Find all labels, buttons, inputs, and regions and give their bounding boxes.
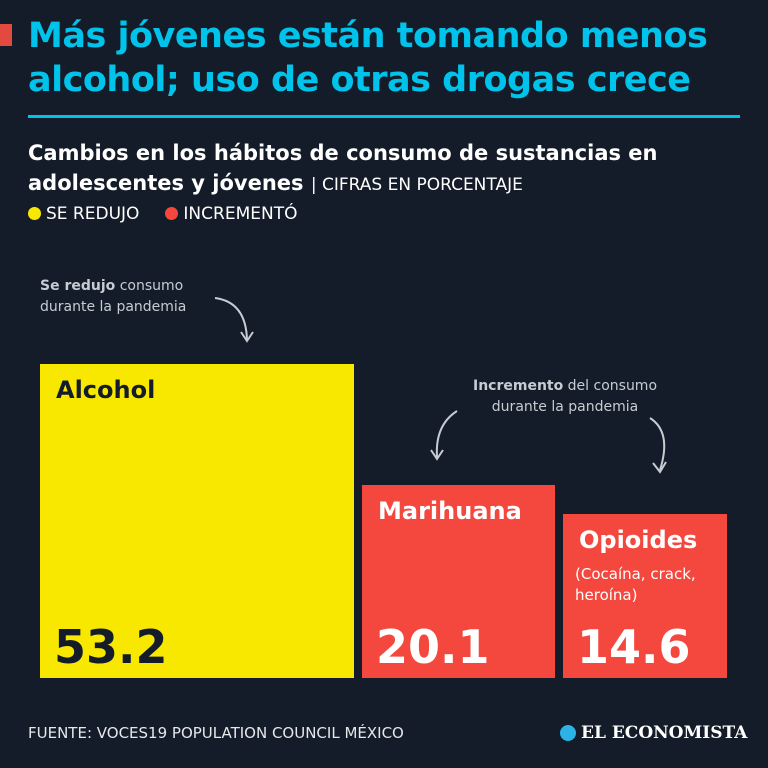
curved-arrow-icon	[214, 297, 254, 343]
bar-value-label: 20.1	[376, 620, 490, 674]
curved-arrow-left-icon	[430, 410, 458, 461]
unit-note: | CIFRAS EN PORCENTAJE	[310, 175, 523, 195]
legend-label: SE REDUJO	[46, 204, 140, 224]
chart-subtitle: Cambios en los hábitos de consumo de sus…	[28, 138, 748, 200]
legend-item-decrease: SE REDUJO	[28, 204, 139, 224]
bar-label: Alcohol	[56, 376, 156, 404]
bar-alcohol: Alcohol 53.2	[40, 364, 354, 678]
bar-label: Marihuana	[378, 497, 522, 525]
bar-label: Opioides	[579, 526, 698, 554]
legend-item-increase: INCREMENTÓ	[165, 204, 297, 224]
bar-value-label: 53.2	[54, 620, 168, 674]
divider	[28, 115, 740, 118]
brand-name: EL ECONOMISTA	[581, 723, 748, 743]
curved-arrow-right-icon	[649, 417, 667, 474]
annotation-increase: Incremento del consumo durante la pandemi…	[472, 378, 658, 415]
yellow-dot-icon	[28, 207, 41, 220]
legend-label: INCREMENTÓ	[183, 204, 298, 224]
bar-opioides: Opioides (Cocaína, crack, heroína) 14.6	[563, 514, 727, 678]
annotation-decrease: Se redujo consumo durante la pandemia	[40, 278, 187, 315]
accent-mark	[0, 24, 12, 46]
bar-sublabel: (Cocaína, crack, heroína)	[575, 565, 696, 604]
legend: SE REDUJO INCREMENTÓ	[28, 204, 297, 224]
headline: Más jóvenes están tomando menos alcohol;…	[28, 16, 708, 100]
bar-value-label: 14.6	[577, 620, 691, 674]
red-dot-icon	[165, 207, 179, 220]
bar-marihuana: Marihuana 20.1	[362, 485, 555, 678]
brand-logo: EL ECONOMISTA	[560, 723, 747, 743]
subtitle-text: Cambios en los hábitos de consumo de sus…	[28, 141, 658, 195]
source: FUENTE: VOCES19 POPULATION COUNCIL MÉXIC…	[28, 724, 404, 742]
globe-icon	[560, 725, 576, 741]
